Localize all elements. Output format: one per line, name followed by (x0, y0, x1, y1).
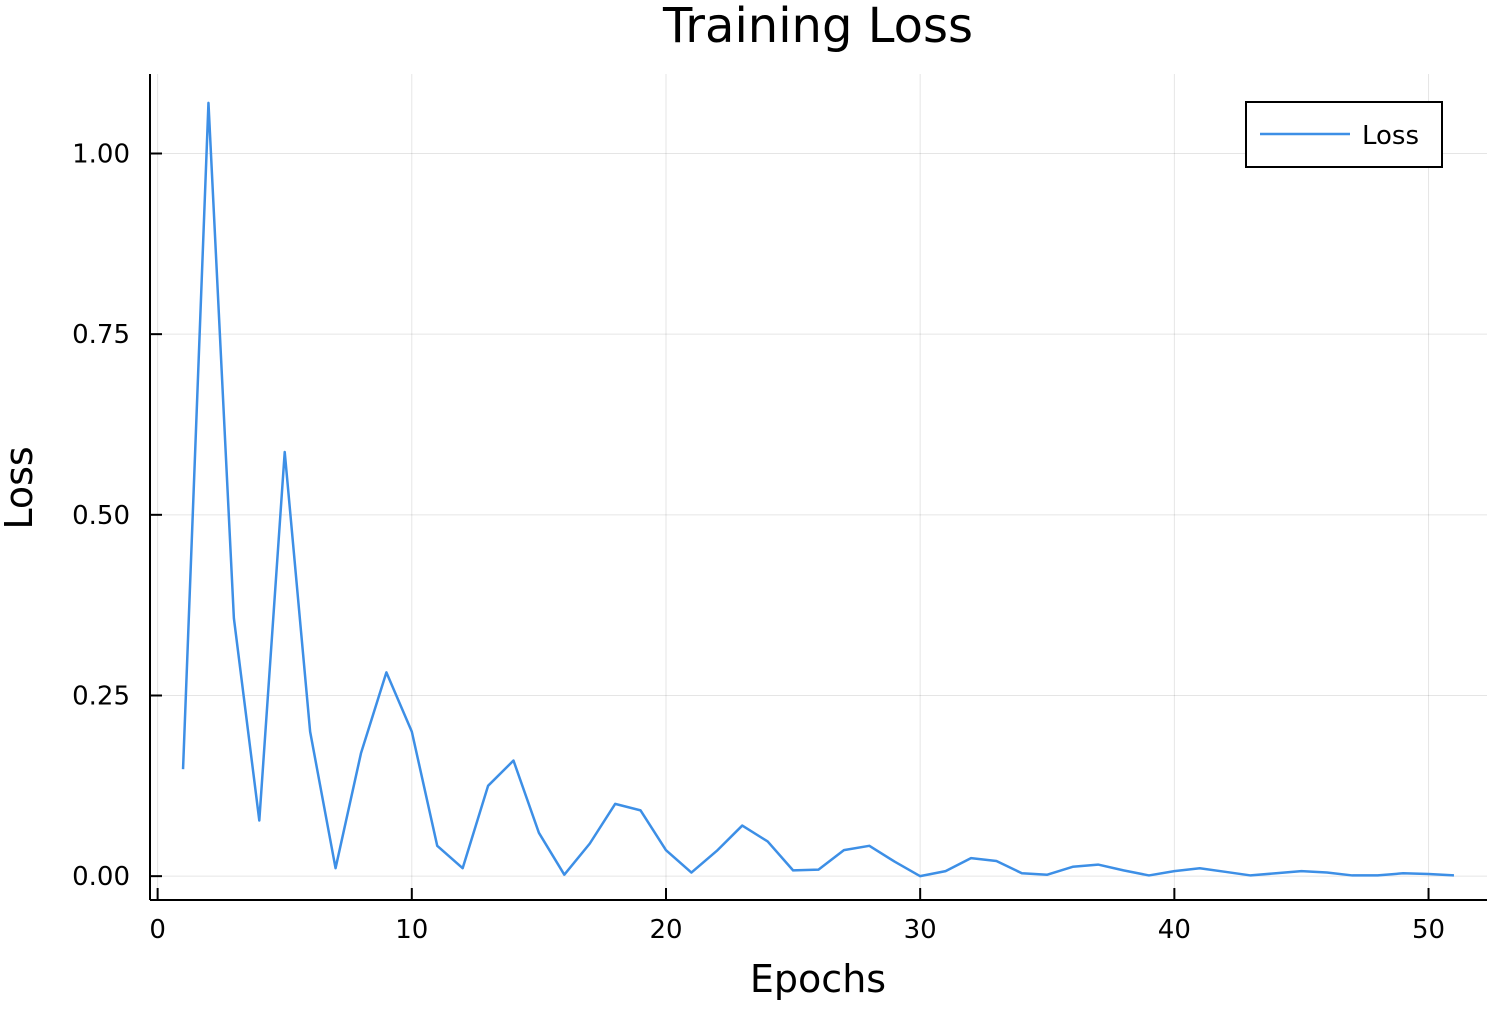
y-tick-label-2: 0.50 (72, 501, 130, 531)
x-axis-label: Epochs (750, 957, 886, 1001)
legend: Loss (1245, 101, 1443, 168)
x-tick-label-0: 0 (149, 915, 166, 945)
chart-title: Training Loss (662, 0, 973, 54)
y-tick-label-4: 1.00 (72, 139, 130, 169)
legend-label-loss: Loss (1362, 121, 1419, 151)
series-lines (181, 101, 1455, 878)
axes (149, 74, 1487, 901)
tick-labels: 0 10 20 30 40 50 0.00 0.25 0.50 0.75 1.00 (72, 139, 1445, 945)
y-tick-label-3: 0.75 (72, 320, 130, 350)
x-tick-label-4: 40 (1158, 915, 1191, 945)
x-tick-label-1: 10 (395, 915, 428, 945)
x-tick-label-5: 50 (1412, 915, 1445, 945)
y-tick-label-0: 0.00 (72, 862, 130, 892)
x-tick-label-2: 20 (649, 915, 682, 945)
y-axis-label: Loss (0, 446, 41, 529)
x-tick-label-3: 30 (904, 915, 937, 945)
series-line-0 (181, 101, 1455, 878)
y-tick-label-1: 0.25 (72, 681, 130, 711)
grid (150, 74, 1487, 900)
